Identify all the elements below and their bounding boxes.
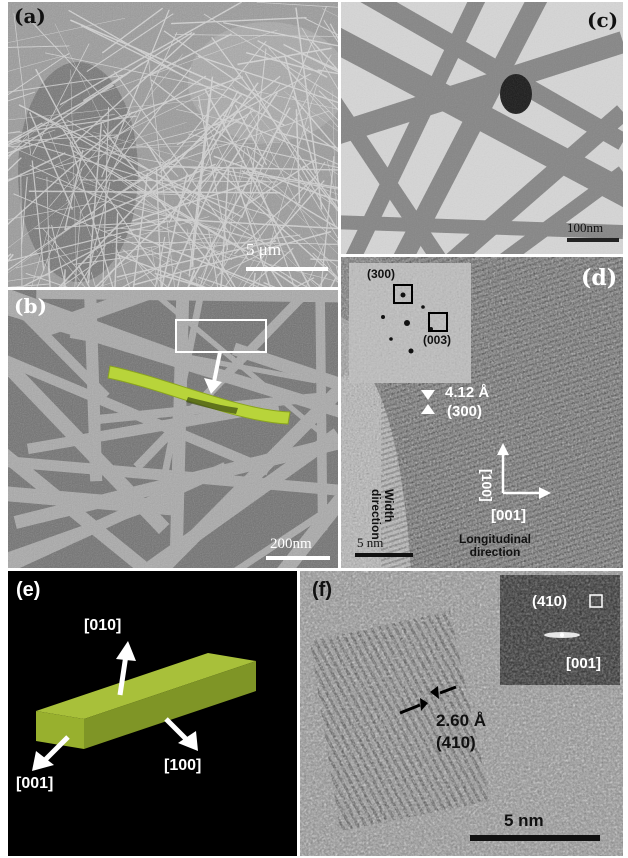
f-spacing-plane: (410) [436, 733, 476, 752]
panel-f-scale-text: 5 nm [504, 811, 544, 830]
panel-d-scale-text: 5 nm [357, 535, 384, 550]
panel-b-image [8, 290, 338, 568]
belt-end-face [36, 711, 84, 749]
panel-d-label: (d) [581, 265, 618, 291]
axis-100-label: [100] [479, 469, 495, 502]
fft-axis-001: [001] [566, 655, 602, 672]
arrow-001-shaft [42, 735, 70, 763]
dir-001-label: [001] [16, 775, 54, 792]
spacing-arrow-down [421, 390, 435, 400]
arrow-100-shaft [164, 717, 190, 743]
panel-f-scale-bar [470, 835, 600, 841]
longitudinal-line2: direction [469, 545, 521, 559]
fft-spot-003: (003) [423, 333, 452, 347]
panel-f-image [300, 571, 623, 856]
panel-e-label: (e) [16, 579, 41, 601]
zoom-arrow-head [204, 378, 222, 394]
panel-d-scale-bar [355, 553, 413, 557]
panel-f: (f) (410) [001] 2.60 Å (410) 5 nm [300, 571, 623, 856]
longitudinal-direction-label: Longitudinal direction [459, 533, 531, 559]
d-spacing-plane: (300) [447, 403, 483, 420]
panel-c: (c) 100nm [341, 2, 623, 254]
belt-side-face [84, 661, 256, 749]
panel-c-scale-bar [567, 238, 619, 242]
d-spacing-value: 4.12 Å [445, 384, 490, 401]
panel-a-scale-bar [246, 267, 328, 271]
zoom-arrow-shaft [212, 351, 222, 383]
fft-spot-300: (300) [367, 267, 396, 281]
panel-a: (a) 5 μm [8, 2, 338, 287]
panel-b-label: (b) [14, 294, 47, 318]
panel-d-image [341, 257, 623, 568]
dir-100-label: [100] [164, 757, 202, 774]
panel-e: (e) [010] [100] [001] [8, 571, 297, 856]
highlight-box [175, 319, 267, 353]
panel-a-image [8, 2, 338, 287]
dir-010-label: [010] [84, 617, 122, 634]
panel-c-label: (c) [587, 8, 619, 32]
axis-001-label: [001] [491, 507, 527, 524]
arrow-010-shaft [117, 654, 129, 696]
panel-b-scale-text: 200nm [270, 536, 312, 552]
spacing-arrow-up [421, 404, 435, 414]
belt-top-face [36, 653, 256, 719]
panel-a-label: (a) [14, 4, 46, 28]
panel-f-label: (f) [312, 579, 332, 601]
width-direction-line2: direction [369, 489, 383, 540]
panel-b: (b) 200nm [8, 290, 338, 568]
panel-b-scale-bar [266, 556, 330, 560]
width-direction-label: Width direction [369, 489, 396, 540]
panel-c-image [341, 2, 623, 254]
longitudinal-line1: Longitudinal [459, 532, 531, 546]
panel-c-scale-text: 100nm [567, 220, 604, 235]
panel-a-scale-text: 5 μm [246, 240, 282, 259]
panel-e-image [32, 641, 256, 771]
f-spacing-value: 2.60 Å [436, 711, 487, 730]
nanobelt-highlight [107, 365, 291, 425]
panel-d: (d) (300) (003) 4.12 Å (300) Width direc… [341, 257, 623, 568]
fft-spot-410: (410) [532, 593, 568, 610]
width-direction-line1: Width [382, 489, 396, 523]
